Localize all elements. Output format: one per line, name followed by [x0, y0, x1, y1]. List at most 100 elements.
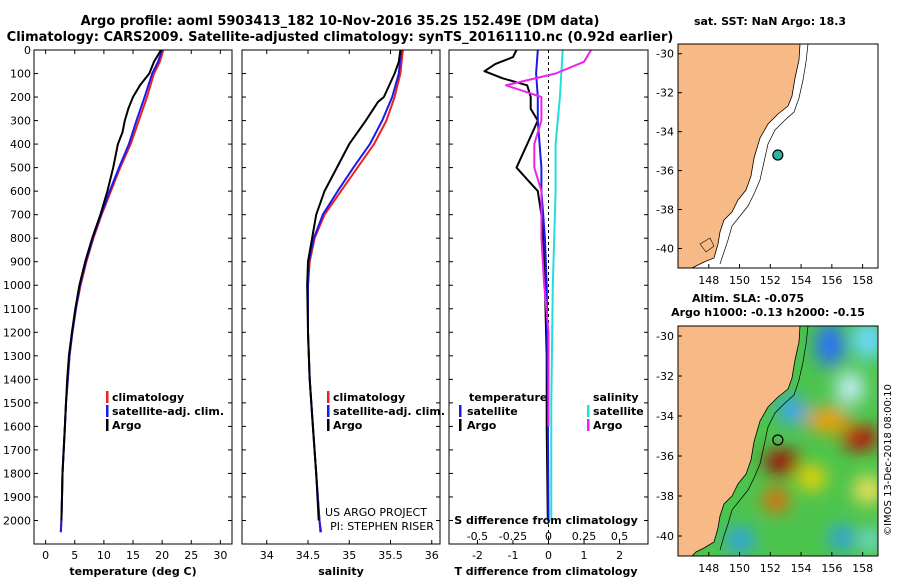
legend-swatch-climatology: [106, 391, 109, 403]
y-tick-label: 200: [10, 91, 31, 104]
difference-legend-temperature: temperature satellite Argo: [459, 391, 547, 432]
x-tick-label: 30: [213, 549, 227, 562]
x-tick-label: 1: [581, 549, 588, 562]
sla-map-ticks: 148 150 152 154 156 158 -30 -32 -34 -36 -38 -40: [656, 330, 873, 575]
salinity-xlabel: salinity: [318, 565, 364, 578]
sst-map-marker: [772, 149, 784, 161]
sst-map-isobath: [719, 44, 809, 265]
salinity-frame: [241, 49, 441, 545]
x-tick-label: 0: [42, 549, 49, 562]
sla-map-frame: [677, 325, 879, 557]
y-tick-label: 1200: [3, 326, 31, 339]
map-y-tick-label: -40: [656, 530, 674, 543]
map-y-tick-label: -34: [656, 126, 674, 139]
map-y-tick-label: -36: [656, 165, 674, 178]
legend-swatch-climatology: [327, 391, 330, 403]
map-y-tick-label: -34: [656, 410, 674, 423]
y-tick-label: 100: [10, 68, 31, 81]
x-tick-label: 36: [425, 549, 439, 562]
legend-swatch-sal-satellite: [587, 405, 590, 417]
series-line-argo: [306, 50, 402, 521]
temperature-frame: [33, 49, 233, 545]
sst-map-content: [678, 44, 809, 268]
x-tick-label: 34.5: [296, 549, 321, 562]
map-y-tick-label: -38: [656, 204, 674, 217]
legend-swatch-sal-argo: [587, 419, 590, 431]
temperature-y-ticks: 0 100 200 300 400 500 600 700 800 900 1000 1100 1200…: [3, 44, 232, 527]
difference-xlabel-top: S difference from climatology: [454, 514, 638, 527]
y-tick-label: 2000: [3, 514, 31, 527]
credit-imos: ©IMOS 13-Dec-2018 08:00:10: [883, 384, 894, 536]
series-line-argo: [60, 50, 162, 521]
x-tick-label: 35.5: [378, 549, 403, 562]
temperature-panel: 0100200300400500600700800900100011001200…: [3, 44, 233, 578]
series-line-satellite-adj-clim-: [59, 50, 164, 533]
x-tick-label: 20: [155, 549, 169, 562]
map-y-tick-label: -32: [656, 87, 674, 100]
x-tick-label-salinity: -0.25: [499, 530, 527, 543]
y-tick-label: 1500: [3, 397, 31, 410]
argo-float-marker: [772, 434, 784, 446]
salinity-legend: climatology satellite-adj. clim. Argo: [327, 391, 445, 432]
sla-map-marker: [772, 434, 784, 446]
sst-map-frame: [677, 43, 879, 269]
x-tick-label: 15: [126, 549, 140, 562]
map-x-tick-label: 156: [821, 274, 842, 287]
y-tick-label: 500: [10, 162, 31, 175]
tasmania-fragment: [699, 237, 715, 253]
series-line-salinity-satellite: [550, 50, 564, 521]
x-tick-label-salinity: -0.5: [467, 530, 488, 543]
y-tick-label: 1900: [3, 491, 31, 504]
x-tick-label: 5: [71, 549, 78, 562]
legend-label-sal-satellite: satellite: [593, 405, 644, 418]
map-x-tick-label: 152: [760, 562, 781, 575]
x-tick-label-salinity: 0.5: [611, 530, 629, 543]
x-tick-label: 2: [616, 549, 623, 562]
x-tick-label: -1: [507, 549, 518, 562]
difference-xlabel: T difference from climatology: [454, 565, 637, 578]
map-x-tick-label: 154: [791, 274, 812, 287]
map-x-tick-label: 148: [698, 274, 719, 287]
figure-title-line1: Argo profile: aoml 5903413_182 10-Nov-20…: [81, 14, 600, 29]
y-tick-label: 400: [10, 138, 31, 151]
legend-label-sal-argo: Argo: [593, 419, 623, 432]
difference-lines: [483, 50, 592, 544]
x-tick-label: 35: [342, 549, 356, 562]
x-tick-label: 25: [184, 549, 198, 562]
map-y-tick-label: -36: [656, 450, 674, 463]
legend-label-temp-satellite: satellite: [467, 405, 518, 418]
map-y-tick-label: -32: [656, 370, 674, 383]
y-tick-label: 900: [10, 256, 31, 269]
y-tick-label: 600: [10, 185, 31, 198]
y-tick-label: 1400: [3, 373, 31, 386]
legend-swatch-satellite: [327, 405, 330, 417]
series-line-salinity-argo: [504, 50, 592, 427]
map-y-tick-label: -30: [656, 48, 674, 61]
map-x-tick-label: 158: [852, 562, 873, 575]
legend-label-argo: Argo: [112, 419, 142, 432]
sst-map-land: [678, 44, 801, 268]
legend-label-satellite: satellite-adj. clim.: [112, 405, 224, 418]
sla-map-isobath: [719, 326, 809, 551]
figure-title-line2: Climatology: CARS2009. Satellite-adjuste…: [7, 30, 674, 45]
legend-label-temp-argo: Argo: [467, 419, 497, 432]
y-tick-label: 1300: [3, 350, 31, 363]
x-tick-label: 0: [545, 549, 552, 562]
map-x-tick-label: 150: [729, 274, 750, 287]
map-x-tick-label: 148: [698, 562, 719, 575]
sla-map-subtitle: Argo h1000: -0.13 h2000: -0.15: [671, 306, 865, 319]
temperature-xlabel: temperature (deg C): [69, 565, 196, 578]
y-tick-label: 1700: [3, 444, 31, 457]
legend-label-climatology: climatology: [333, 391, 405, 404]
map-x-tick-label: 156: [821, 562, 842, 575]
legend-label-satellite: satellite-adj. clim.: [333, 405, 445, 418]
y-tick-label: 300: [10, 115, 31, 128]
sla-map-content: [678, 326, 878, 556]
legend-title-temperature: temperature: [469, 391, 547, 404]
map-x-tick-label: 158: [852, 274, 873, 287]
legend-swatch-temp-satellite: [459, 405, 462, 417]
sst-map-ticks: 148 150 152 154 156 158 -30 -32 -34 -36 -38 -40: [656, 48, 873, 287]
salinity-lines: [306, 50, 404, 533]
